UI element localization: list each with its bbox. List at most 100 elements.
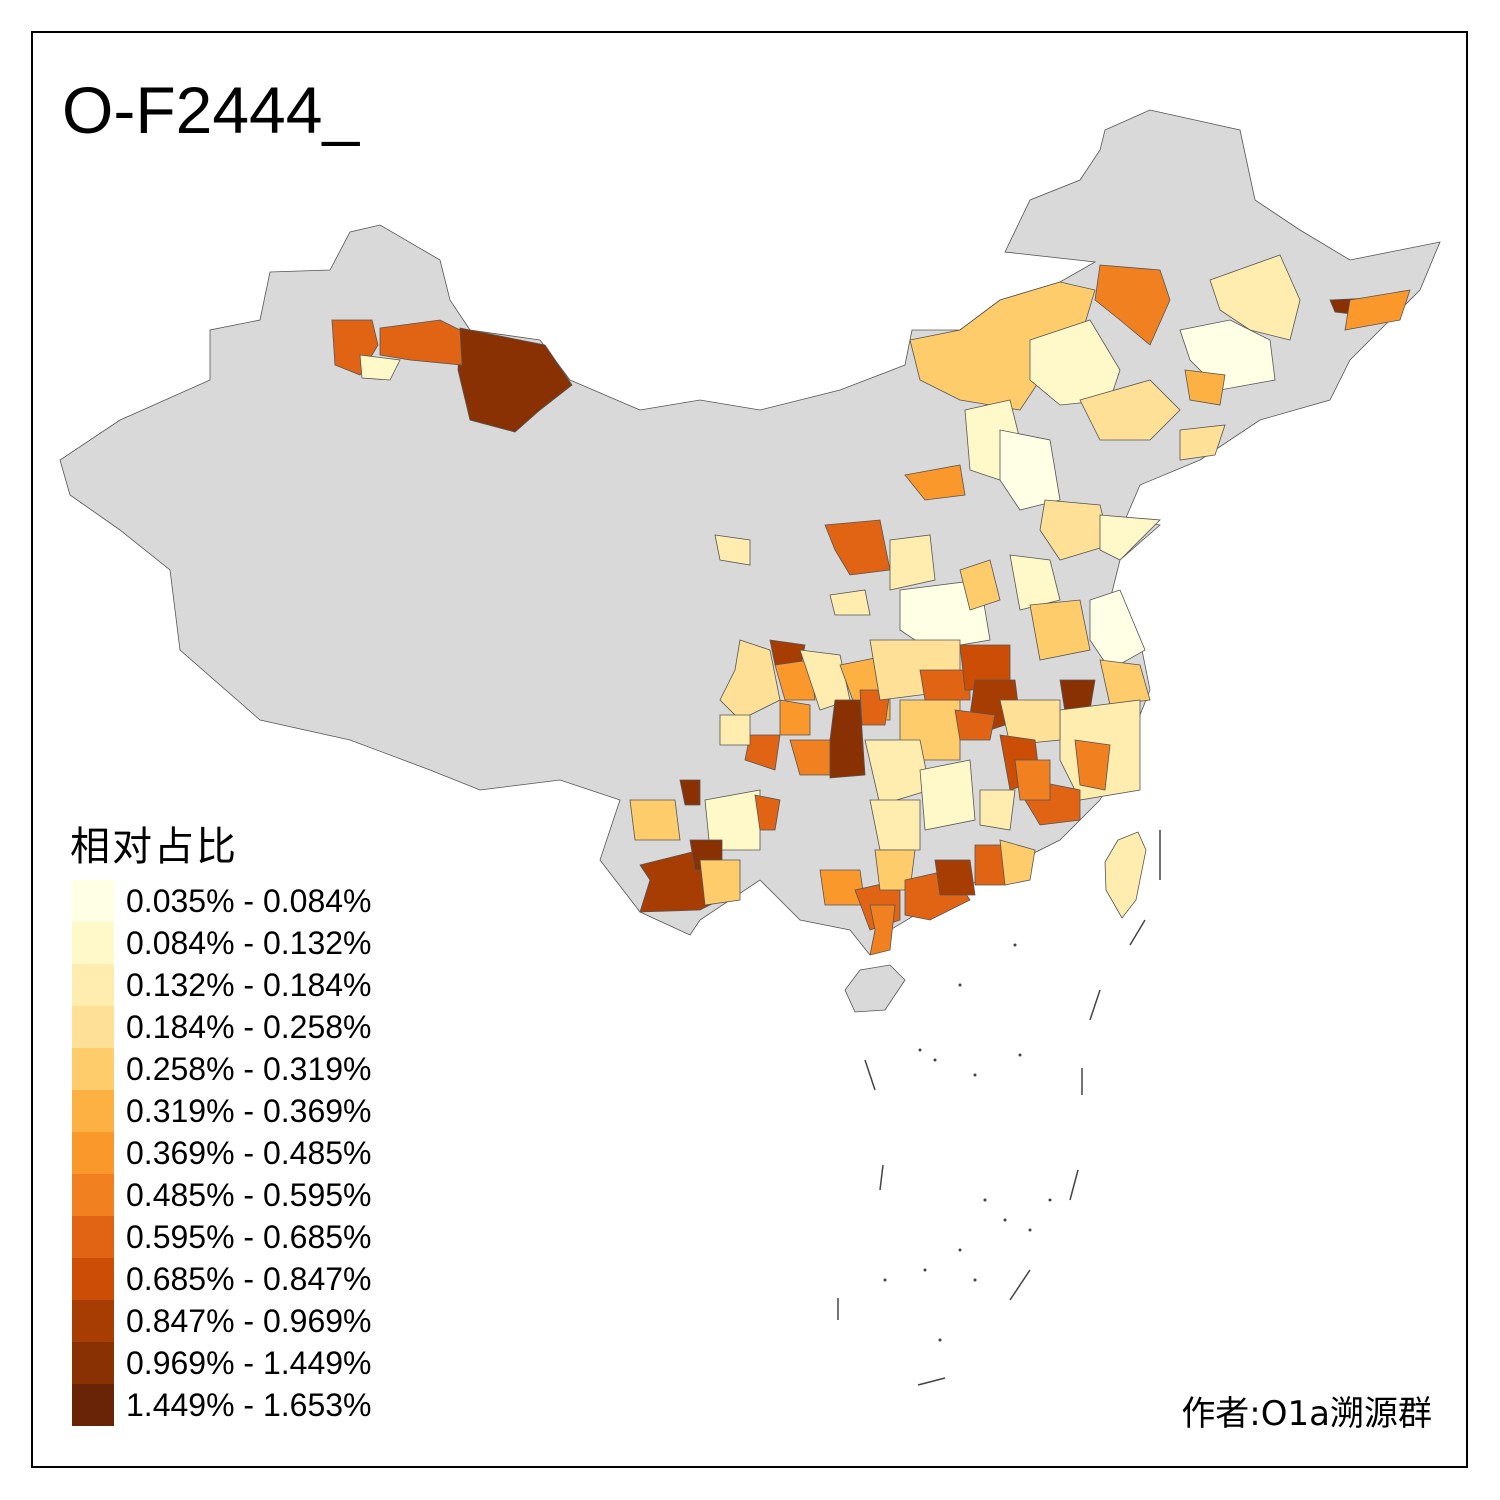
map-region-choropleth: [869, 904, 896, 956]
nine-dash-line-segment: [864, 1059, 876, 1091]
legend-swatch: [72, 1090, 114, 1132]
legend-label: 0.184% - 0.258%: [126, 1008, 372, 1045]
legend-label: 0.685% - 0.847%: [126, 1260, 372, 1297]
map-region-choropleth: [1099, 659, 1151, 706]
map-region-choropleth: [1089, 589, 1146, 671]
legend-label: 0.035% - 0.084%: [126, 882, 372, 919]
map-region-choropleth: [979, 789, 1016, 831]
map-region-choropleth: [999, 429, 1061, 511]
legend-item: 0.969% - 1.449%: [72, 1342, 372, 1384]
island-dot: [883, 1278, 887, 1282]
map-region-choropleth: [789, 739, 831, 776]
legend-item: 1.449% - 1.653%: [72, 1384, 372, 1426]
map-region-choropleth: [1099, 514, 1161, 561]
legend-label: 0.969% - 1.449%: [126, 1344, 372, 1381]
map-regions: [331, 254, 1411, 956]
map-region-choropleth: [954, 709, 996, 741]
island-dot: [958, 983, 962, 987]
legend-label: 0.369% - 0.485%: [126, 1134, 372, 1171]
legend-item: 0.258% - 0.319%: [72, 1048, 372, 1090]
map-frame: [31, 31, 1468, 1468]
map-region-choropleth: [457, 327, 573, 433]
map-region-choropleth: [934, 859, 976, 896]
nine-dash-line-segment: [879, 1164, 884, 1191]
map-region-choropleth: [1039, 499, 1111, 561]
island-dot: [1028, 1228, 1032, 1232]
map-region-choropleth: [824, 519, 891, 576]
legend-swatch: [72, 1048, 114, 1090]
legend-item: 0.847% - 0.969%: [72, 1300, 372, 1342]
legend-swatch: [72, 964, 114, 1006]
author-credit: 作者:O1a溯源群: [1181, 1394, 1432, 1434]
map-region-choropleth: [699, 859, 741, 906]
legend-swatch: [72, 880, 114, 922]
legend-title: 相对占比: [70, 824, 238, 870]
map-region-choropleth: [1094, 264, 1171, 346]
legend-label: 0.319% - 0.369%: [126, 1092, 372, 1129]
map-region-choropleth: [754, 794, 781, 831]
map-region-choropleth: [919, 759, 976, 831]
legend-item: 0.132% - 0.184%: [72, 964, 372, 1006]
legend-item: 0.184% - 0.258%: [72, 1006, 372, 1048]
map-region-choropleth: [704, 789, 761, 851]
legend: 0.035% - 0.084% 0.084% - 0.132% 0.132% - 0…: [72, 880, 372, 1426]
nine-dash-line-segment: [1129, 919, 1146, 946]
island-dot: [973, 1073, 977, 1077]
island-dot: [918, 1048, 922, 1052]
nine-dash-line-segment: [1089, 989, 1101, 1021]
legend-swatch: [72, 1384, 114, 1426]
map-region-choropleth: [959, 559, 1001, 611]
map-region-choropleth: [904, 464, 966, 501]
map-region-choropleth: [1014, 759, 1051, 801]
island-dot: [973, 1278, 977, 1282]
map-region-choropleth: [774, 659, 816, 701]
map-region-choropleth: [999, 839, 1036, 886]
map-region-choropleth: [359, 354, 401, 381]
nine-dash-line-segment: [1009, 1269, 1031, 1301]
taiwan-region: [1104, 831, 1147, 919]
map-region-choropleth: [379, 319, 463, 366]
island-dot: [938, 1338, 942, 1342]
map-region-choropleth: [629, 799, 681, 841]
legend-item: 0.319% - 0.369%: [72, 1090, 372, 1132]
legend-label: 1.449% - 1.653%: [126, 1386, 372, 1423]
legend-swatch: [72, 1006, 114, 1048]
legend-swatch: [72, 1342, 114, 1384]
legend-item: 0.595% - 0.685%: [72, 1216, 372, 1258]
legend-item: 0.369% - 0.485%: [72, 1132, 372, 1174]
map-region-choropleth: [679, 779, 701, 806]
map-region-choropleth: [829, 699, 866, 779]
map-region-choropleth: [744, 734, 781, 771]
legend-label: 0.595% - 0.685%: [126, 1218, 372, 1255]
map-region-choropleth: [829, 589, 871, 616]
map-region-choropleth: [999, 699, 1061, 746]
legend-label: 0.084% - 0.132%: [126, 924, 372, 961]
map-region-choropleth: [719, 714, 751, 746]
legend-label: 0.847% - 0.969%: [126, 1302, 372, 1339]
legend-label: 0.485% - 0.595%: [126, 1176, 372, 1213]
island-dot: [1048, 1198, 1052, 1202]
map-region-choropleth: [1209, 254, 1301, 341]
map-region-choropleth: [1344, 289, 1411, 331]
map-region-choropleth: [974, 844, 1006, 886]
legend-item: 0.035% - 0.084%: [72, 880, 372, 922]
legend-item: 0.685% - 0.847%: [72, 1258, 372, 1300]
map-region-choropleth: [1184, 369, 1226, 406]
island-dot: [958, 1248, 962, 1252]
island-dot: [933, 1058, 937, 1062]
map-region-choropleth: [1009, 554, 1061, 611]
map-title: O-F2444_: [62, 73, 360, 147]
map-region-choropleth: [869, 799, 921, 851]
legend-label: 0.258% - 0.319%: [126, 1050, 372, 1087]
map-region-choropleth: [1179, 424, 1226, 461]
island-dot: [1003, 1218, 1007, 1222]
map-region-choropleth: [919, 669, 971, 701]
legend-item: 0.084% - 0.132%: [72, 922, 372, 964]
map-region-choropleth: [1029, 599, 1091, 661]
legend-swatch: [72, 1300, 114, 1342]
legend-item: 0.485% - 0.595%: [72, 1174, 372, 1216]
island-dot: [923, 1268, 927, 1272]
legend-swatch: [72, 1174, 114, 1216]
map-region-choropleth: [714, 534, 751, 566]
